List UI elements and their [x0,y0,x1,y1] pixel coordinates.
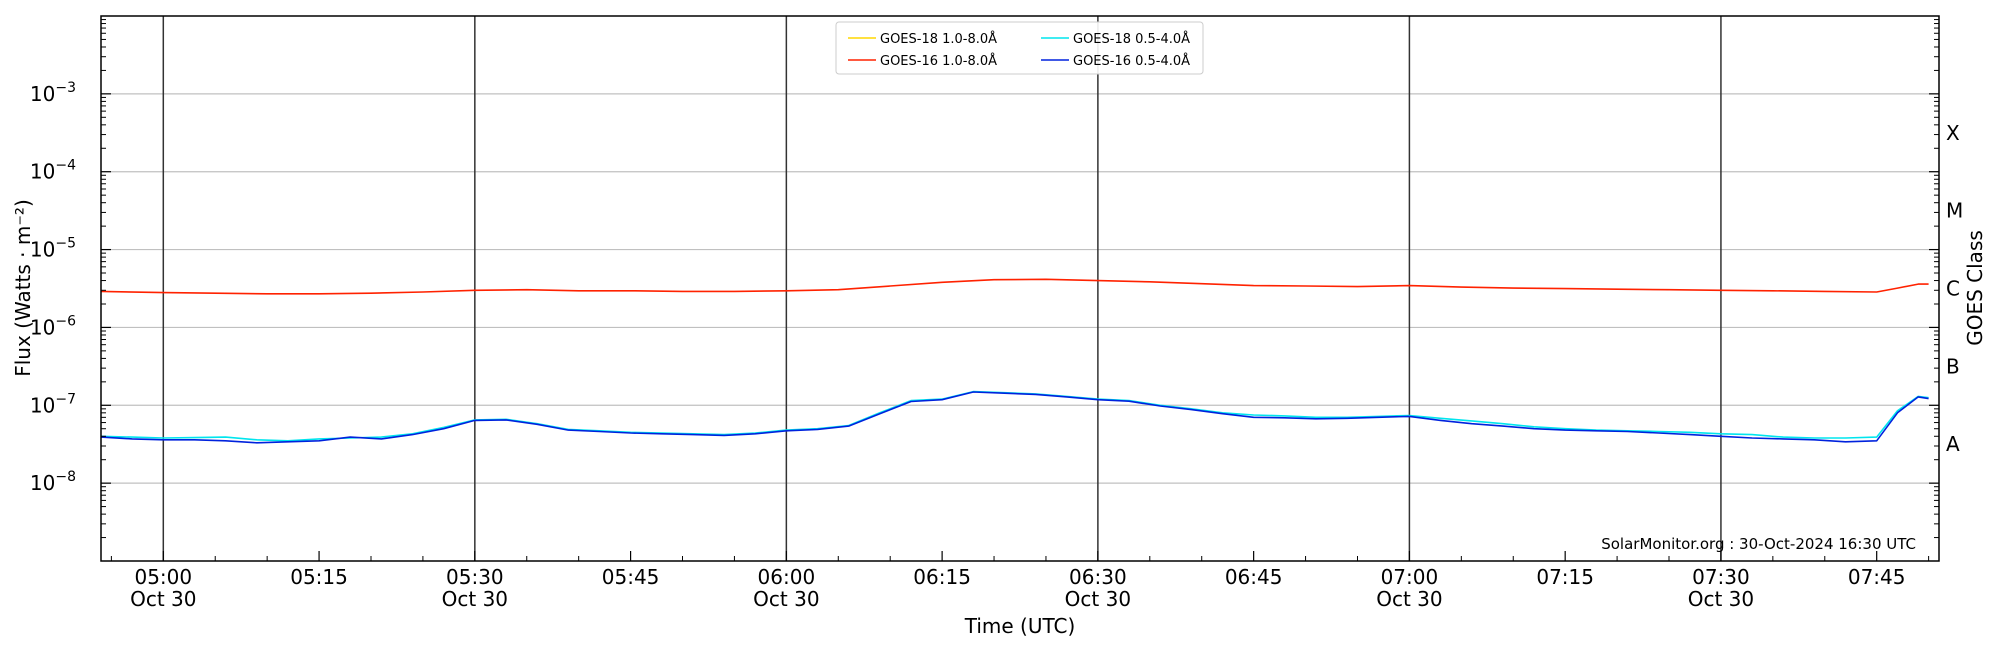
y-tick-exponent: −6 [55,313,76,329]
y-tick-labels: 10−810−710−610−510−410−3 [30,80,76,495]
x-tick-label: 07:15 [1536,565,1594,589]
y2-axis-label: GOES Class [1963,230,1987,346]
legend-label: GOES-16 0.5-4.0Å [1073,53,1190,69]
y-tick-base: 10 [30,315,55,339]
series-layer [100,278,1929,444]
legend-label: GOES-18 1.0-8.0Å [880,31,997,47]
x-tick-sublabel: Oct 30 [1688,587,1754,611]
x-tick-sublabel: Oct 30 [1376,587,1442,611]
x-tick-label: 06:30 [1069,565,1127,589]
series-line-1 [100,278,1929,295]
x-tick-sublabel: Oct 30 [130,587,196,611]
legend-items: GOES-18 1.0-8.0Å GOES-16 1.0-8.0Å GOES-18 … [848,31,1190,69]
x-tick-label: 06:00 [758,565,816,589]
time-vlines [162,16,1722,561]
y-tick-base: 10 [30,393,55,417]
goes-class-label: X [1946,121,1960,145]
goes-class-label: B [1946,354,1960,378]
x-tick-sublabel: Oct 30 [753,587,819,611]
y-tick-exponent: −3 [55,80,76,96]
legend-label: GOES-16 1.0-8.0Å [880,53,997,69]
y-tick-label: 10−6 [30,313,76,339]
source-annotation: SolarMonitor.org : 30-Oct-2024 16:30 UTC [1601,535,1916,553]
x-tick-label: 05:30 [446,565,504,589]
y-tick-label: 10−5 [30,236,76,262]
y-axis-label: Flux (Watts · m⁻²) [11,199,35,377]
y-tick-exponent: −5 [55,236,76,252]
x-tick-label: 07:00 [1381,565,1439,589]
y-tick-exponent: −4 [55,158,76,174]
x-tick-label: 06:15 [913,565,971,589]
y-tick-exponent: −8 [55,469,76,485]
y-tick-base: 10 [30,471,55,495]
goes-class-labels: A B C M X [1946,121,1963,456]
goes-class-label: M [1946,199,1963,223]
x-tick-sublabel: Oct 30 [442,587,508,611]
goes-class-label: C [1946,277,1960,301]
x-tick-label: 07:30 [1692,565,1750,589]
y-tick-label: 10−7 [30,391,76,417]
y-tick-base: 10 [30,238,55,262]
grid-layer [101,93,1939,484]
goes-class-label: A [1946,432,1960,456]
x-axis-label: Time (UTC) [964,614,1076,638]
y-tick-label: 10−4 [30,158,76,184]
legend-label: GOES-18 0.5-4.0Å [1073,31,1190,47]
y-tick-base: 10 [30,82,55,106]
series-line-3 [100,391,1929,444]
x-tick-label: 06:45 [1225,565,1283,589]
y-tick-base: 10 [30,160,55,184]
y-tick-label: 10−8 [30,469,76,495]
y-tick-exponent: −7 [55,391,76,407]
x-tick-label: 05:00 [134,565,192,589]
plot-frame [100,15,1940,562]
x-tick-label: 05:45 [602,565,660,589]
legend: GOES-18 1.0-8.0Å GOES-16 1.0-8.0Å GOES-18 … [835,21,1204,75]
x-tick-label: 05:15 [290,565,348,589]
legend-box [835,21,1204,75]
tick-layer [101,19,1939,561]
x-tick-sublabel: Oct 30 [1065,587,1131,611]
x-tick-label: 07:45 [1848,565,1906,589]
y-tick-label: 10−3 [30,80,76,106]
